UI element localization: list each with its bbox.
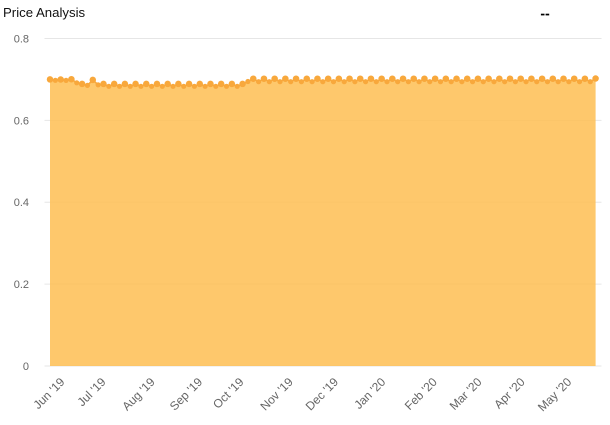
- svg-text:Apr '20: Apr '20: [491, 375, 528, 412]
- svg-text:0.4: 0.4: [14, 197, 29, 209]
- svg-text:Dec '19: Dec '19: [303, 375, 342, 414]
- svg-text:Jan '20: Jan '20: [351, 375, 388, 412]
- svg-text:Aug '19: Aug '19: [119, 375, 158, 414]
- svg-text:Nov '19: Nov '19: [257, 375, 296, 414]
- svg-text:Feb '20: Feb '20: [402, 375, 440, 413]
- svg-text:Oct '19: Oct '19: [210, 375, 247, 412]
- svg-text:0.8: 0.8: [14, 34, 29, 46]
- svg-text:Price Analysis: Price Analysis: [3, 5, 85, 20]
- svg-text:0.6: 0.6: [14, 115, 29, 127]
- svg-text:Mar '20: Mar '20: [447, 375, 485, 413]
- svg-text:May '20: May '20: [535, 375, 575, 415]
- svg-text:Jul '19: Jul '19: [74, 375, 108, 409]
- svg-text:0: 0: [23, 361, 29, 373]
- svg-text:Jun '19: Jun '19: [31, 375, 68, 412]
- svg-text:0.2: 0.2: [14, 279, 29, 291]
- svg-text:Sep '19: Sep '19: [167, 375, 206, 414]
